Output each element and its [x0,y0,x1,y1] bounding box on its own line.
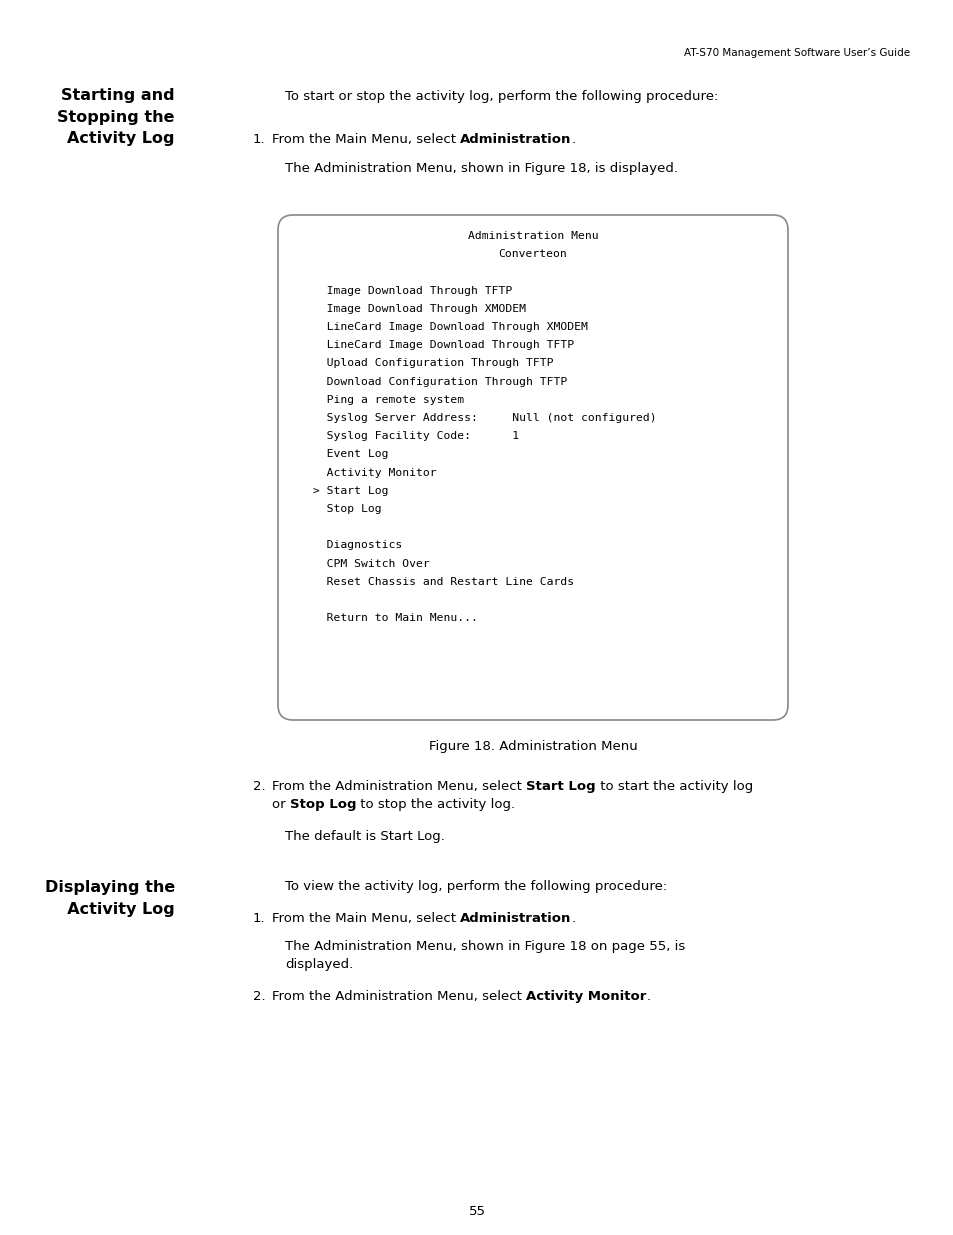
Text: Event Log: Event Log [306,450,388,459]
Text: Reset Chassis and Restart Line Cards: Reset Chassis and Restart Line Cards [306,577,574,587]
Text: 2.: 2. [253,990,265,1003]
Text: Image Download Through XMODEM: Image Download Through XMODEM [306,304,525,314]
Text: .: . [646,990,650,1003]
Text: Image Download Through TFTP: Image Download Through TFTP [306,285,512,295]
FancyBboxPatch shape [277,215,787,720]
Text: Administration Menu: Administration Menu [467,231,598,241]
Text: to start the activity log: to start the activity log [595,781,752,793]
Text: LineCard Image Download Through TFTP: LineCard Image Download Through TFTP [306,340,574,351]
Text: From the Main Menu, select: From the Main Menu, select [272,911,459,925]
Text: The Administration Menu, shown in Figure 18, is displayed.: The Administration Menu, shown in Figure… [285,162,678,175]
Text: Upload Configuration Through TFTP: Upload Configuration Through TFTP [306,358,553,368]
Text: Return to Main Menu...: Return to Main Menu... [306,614,477,624]
Text: Download Configuration Through TFTP: Download Configuration Through TFTP [306,377,567,387]
Text: To start or stop the activity log, perform the following procedure:: To start or stop the activity log, perfo… [285,90,718,103]
Text: 2.: 2. [253,781,265,793]
Text: 1.: 1. [253,133,265,146]
Text: Administration: Administration [459,133,571,146]
Text: 55: 55 [468,1205,485,1218]
Text: The default is Start Log.: The default is Start Log. [285,830,444,844]
Text: The Administration Menu, shown in Figure 18 on page 55, is: The Administration Menu, shown in Figure… [285,940,684,953]
Text: Stop Log: Stop Log [306,504,381,514]
Text: Converteon: Converteon [498,249,567,259]
Text: Administration: Administration [459,911,571,925]
Text: Stop Log: Stop Log [290,798,356,811]
Text: Displaying the
  Activity Log: Displaying the Activity Log [45,881,174,916]
Text: 1.: 1. [253,911,265,925]
Text: > Start Log: > Start Log [306,485,388,495]
Text: Activity Monitor: Activity Monitor [525,990,646,1003]
Text: From the Administration Menu, select: From the Administration Menu, select [272,781,525,793]
Text: Start Log: Start Log [525,781,595,793]
Text: Figure 18. Administration Menu: Figure 18. Administration Menu [428,740,637,753]
Text: Starting and
Stopping the
Activity Log: Starting and Stopping the Activity Log [57,88,174,146]
Text: To view the activity log, perform the following procedure:: To view the activity log, perform the fo… [285,881,666,893]
Text: Ping a remote system: Ping a remote system [306,395,464,405]
Text: AT-S70 Management Software User’s Guide: AT-S70 Management Software User’s Guide [683,48,909,58]
Text: From the Administration Menu, select: From the Administration Menu, select [272,990,525,1003]
Text: From the Main Menu, select: From the Main Menu, select [272,133,459,146]
Text: to stop the activity log.: to stop the activity log. [356,798,515,811]
Text: Syslog Server Address:     Null (not configured): Syslog Server Address: Null (not configu… [306,412,656,424]
Text: CPM Switch Over: CPM Switch Over [306,558,429,568]
Text: or: or [272,798,290,811]
Text: LineCard Image Download Through XMODEM: LineCard Image Download Through XMODEM [306,322,587,332]
Text: .: . [571,911,576,925]
Text: displayed.: displayed. [285,958,353,971]
Text: Syslog Facility Code:      1: Syslog Facility Code: 1 [306,431,518,441]
Text: .: . [571,133,576,146]
Text: Diagnostics: Diagnostics [306,541,402,551]
Text: Activity Monitor: Activity Monitor [306,468,436,478]
